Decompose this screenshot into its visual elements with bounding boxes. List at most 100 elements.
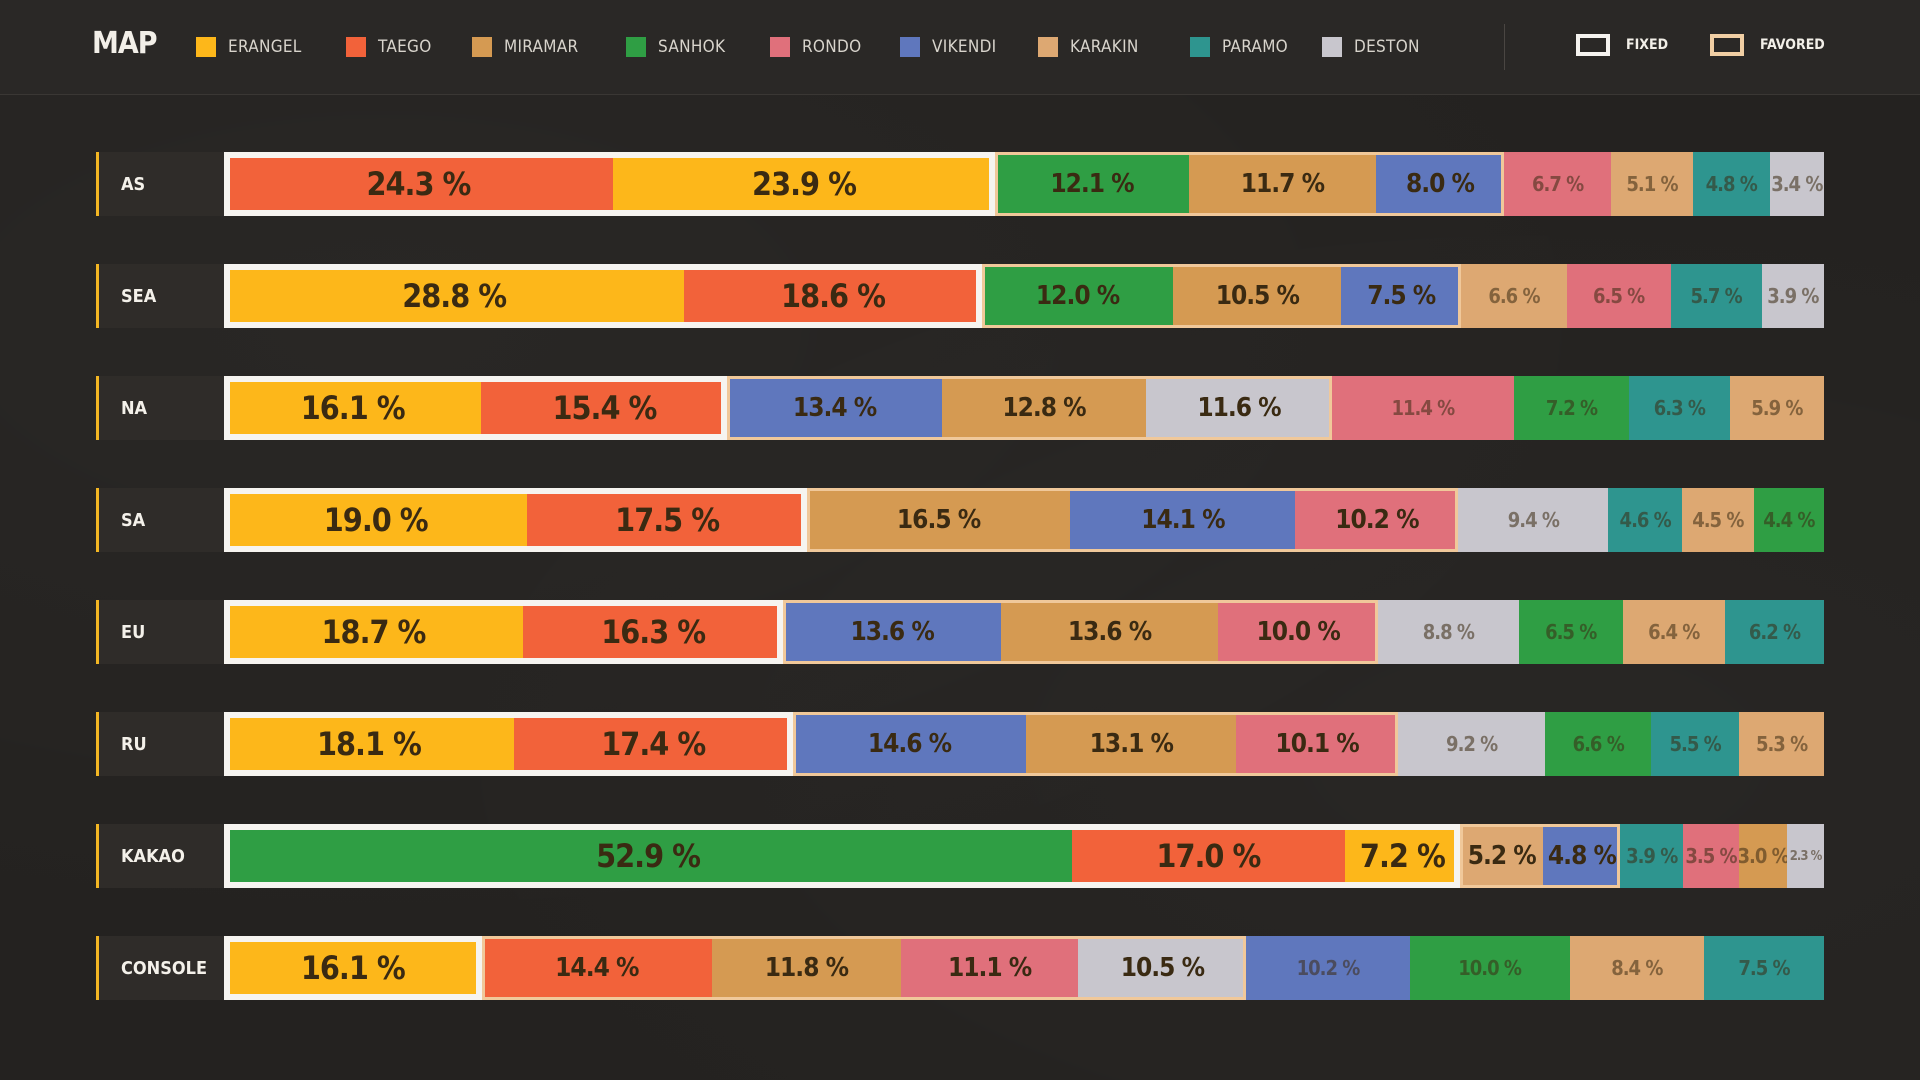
bar-segment-paramo: 7.5 % <box>1704 936 1824 1000</box>
legend-swatch <box>1190 37 1210 57</box>
stacked-bar: 24.3 % 23.9 % 12.1 % 11.7 % 8.0 % 6.7 % 5.1 % 4… <box>224 152 1824 216</box>
bar-segment-paramo: 3.9 % <box>1620 824 1683 888</box>
bar-segment-deston: 3.4 % <box>1769 152 1824 216</box>
bar-segment-sanhok: 7.2 % <box>1513 376 1629 440</box>
bar-segment-taego: 17.4 % <box>513 712 793 776</box>
legend-swatch <box>1038 37 1058 57</box>
header-divider <box>1504 24 1505 70</box>
bar-segment-paramo: 4.8 % <box>1692 152 1770 216</box>
page-title: MAP <box>92 26 158 61</box>
legend-item-vikendi: VIKENDI <box>900 36 996 58</box>
bar-segment-sanhok: 6.5 % <box>1518 600 1623 664</box>
chart-row-ru: RU 18.1 % 17.4 % 14.6 % 13.1 % 10.1 % 9.2 % 6.6… <box>96 712 1824 776</box>
bar-segment-vikendi: 10.2 % <box>1246 936 1410 1000</box>
bar-segment-taego: 24.3 % <box>224 152 613 216</box>
favored-key-swatch <box>1710 34 1744 56</box>
chart-row-na: NA 16.1 % 15.4 % 13.4 % 12.8 % 11.6 % 11.4 % 7.… <box>96 376 1824 440</box>
bar-segment-paramo: 6.2 % <box>1724 600 1824 664</box>
fixed-key-label: FIXED <box>1626 37 1669 53</box>
bar-segment-sanhok: 12.1 % <box>995 152 1189 216</box>
bar-segment-karakin: 5.9 % <box>1729 376 1824 440</box>
bar-segment-karakin: 5.2 % <box>1460 824 1544 888</box>
bar-segment-miramar: 13.1 % <box>1026 712 1237 776</box>
bar-segment-erangel: 18.7 % <box>224 600 523 664</box>
legend-label: TAEGO <box>378 37 432 57</box>
bar-segment-sanhok: 12.0 % <box>981 264 1174 328</box>
bar-segment-sanhok: 4.4 % <box>1753 488 1824 552</box>
legend-label: MIRAMAR <box>504 37 579 57</box>
chart-row-sea: SEA 28.8 % 18.6 % 12.0 % 10.5 % 7.5 % 6.6 % 6.5… <box>96 264 1824 328</box>
stacked-bar: 52.9 % 17.0 % 7.2 % 5.2 % 4.8 % 3.9 % 3.5 % 3.0… <box>224 824 1824 888</box>
chart-row-kakao: KAKAO 52.9 % 17.0 % 7.2 % 5.2 % 4.8 % 3.9 % 3.5… <box>96 824 1824 888</box>
bar-segment-karakin: 6.6 % <box>1461 264 1567 328</box>
legend-swatch <box>626 37 646 57</box>
bar-segment-miramar: 16.5 % <box>806 488 1071 552</box>
row-label: EU <box>96 600 224 664</box>
bar-segment-sanhok: 6.6 % <box>1545 712 1652 776</box>
bar-segment-vikendi: 14.6 % <box>792 712 1027 776</box>
legend-label: ERANGEL <box>228 37 302 57</box>
bar-segment-deston: 10.5 % <box>1078 936 1247 1000</box>
legend-item-sanhok: SANHOK <box>626 36 725 58</box>
legend-swatch <box>472 37 492 57</box>
fixed-key-swatch <box>1576 34 1610 56</box>
legend-label: KARAKIN <box>1070 37 1139 57</box>
bar-segment-sanhok: 10.0 % <box>1409 936 1570 1000</box>
bar-segment-vikendi: 13.6 % <box>783 600 1001 664</box>
key-favored: FAVORED <box>1710 34 1825 56</box>
key-fixed: FIXED <box>1576 34 1668 56</box>
chart-row-sa: SA 19.0 % 17.5 % 16.5 % 14.1 % 10.2 % 9.4 % 4.6… <box>96 488 1824 552</box>
chart-row-console: CONSOLE 16.1 % 14.4 % 11.8 % 11.1 % 10.5 % 10.… <box>96 936 1824 1000</box>
chart-row-as: AS 24.3 % 23.9 % 12.1 % 11.7 % 8.0 % 6.7 % 5.1 … <box>96 152 1824 216</box>
stacked-bar: 19.0 % 17.5 % 16.5 % 14.1 % 10.2 % 9.4 % 4.6 %… <box>224 488 1824 552</box>
bar-segment-miramar: 3.0 % <box>1739 824 1788 888</box>
bar-segment-deston: 9.4 % <box>1458 488 1609 552</box>
bar-segment-rondo: 11.4 % <box>1331 376 1514 440</box>
legend-label: PARAMO <box>1222 37 1289 57</box>
legend-swatch <box>900 37 920 57</box>
bar-segment-taego: 17.0 % <box>1072 824 1345 888</box>
bar-segment-rondo: 10.2 % <box>1295 488 1459 552</box>
favored-key-label: FAVORED <box>1760 37 1825 53</box>
bar-segment-erangel: 28.8 % <box>224 264 685 328</box>
bar-segment-miramar: 11.7 % <box>1188 152 1376 216</box>
bar-segment-karakin: 5.1 % <box>1611 152 1693 216</box>
stacked-bar: 18.7 % 16.3 % 13.6 % 13.6 % 10.0 % 8.8 % 6.5 %… <box>224 600 1824 664</box>
legend-item-rondo: RONDO <box>770 36 861 58</box>
legend-item-karakin: KARAKIN <box>1038 36 1139 58</box>
bar-segment-vikendi: 4.8 % <box>1543 824 1621 888</box>
legend-swatch <box>770 37 790 57</box>
bar-segment-erangel: 18.1 % <box>224 712 514 776</box>
bar-segment-karakin: 5.3 % <box>1739 712 1824 776</box>
bar-segment-deston: 11.6 % <box>1146 376 1332 440</box>
bar-segment-erangel: 16.1 % <box>224 936 482 1000</box>
legend-swatch <box>196 37 216 57</box>
chart-row-eu: EU 18.7 % 16.3 % 13.6 % 13.6 % 10.0 % 8.8 % 6.5… <box>96 600 1824 664</box>
stacked-bar: 16.1 % 14.4 % 11.8 % 11.1 % 10.5 % 10.2 % 10.0… <box>224 936 1824 1000</box>
bar-segment-vikendi: 8.0 % <box>1376 152 1504 216</box>
bar-segment-rondo: 10.0 % <box>1218 600 1379 664</box>
row-label: AS <box>96 152 224 216</box>
row-label: KAKAO <box>96 824 224 888</box>
bar-segment-deston: 9.2 % <box>1397 712 1546 776</box>
bar-segment-paramo: 4.6 % <box>1608 488 1682 552</box>
bar-segment-rondo: 6.7 % <box>1504 152 1612 216</box>
legend-item-paramo: PARAMO <box>1190 36 1288 58</box>
bar-segment-miramar: 13.6 % <box>1000 600 1219 664</box>
legend-swatch <box>346 37 366 57</box>
bar-segment-vikendi: 14.1 % <box>1070 488 1296 552</box>
stacked-bar: 18.1 % 17.4 % 14.6 % 13.1 % 10.1 % 9.2 % 6.6 %… <box>224 712 1824 776</box>
bar-segment-miramar: 10.5 % <box>1173 264 1342 328</box>
bar-segment-rondo: 11.1 % <box>900 936 1079 1000</box>
bar-segment-vikendi: 13.4 % <box>727 376 942 440</box>
legend-label: VIKENDI <box>932 37 997 57</box>
stacked-bar: 16.1 % 15.4 % 13.4 % 12.8 % 11.6 % 11.4 % 7.2 … <box>224 376 1824 440</box>
bar-segment-erangel: 23.9 % <box>612 152 996 216</box>
row-label: NA <box>96 376 224 440</box>
legend-item-erangel: ERANGEL <box>196 36 302 58</box>
bar-segment-miramar: 12.8 % <box>941 376 1147 440</box>
bar-segment-deston: 8.8 % <box>1378 600 1519 664</box>
stacked-bar: 28.8 % 18.6 % 12.0 % 10.5 % 7.5 % 6.6 % 6.5 % 5… <box>224 264 1824 328</box>
legend-item-deston: DESTON <box>1322 36 1420 58</box>
row-label: SA <box>96 488 224 552</box>
